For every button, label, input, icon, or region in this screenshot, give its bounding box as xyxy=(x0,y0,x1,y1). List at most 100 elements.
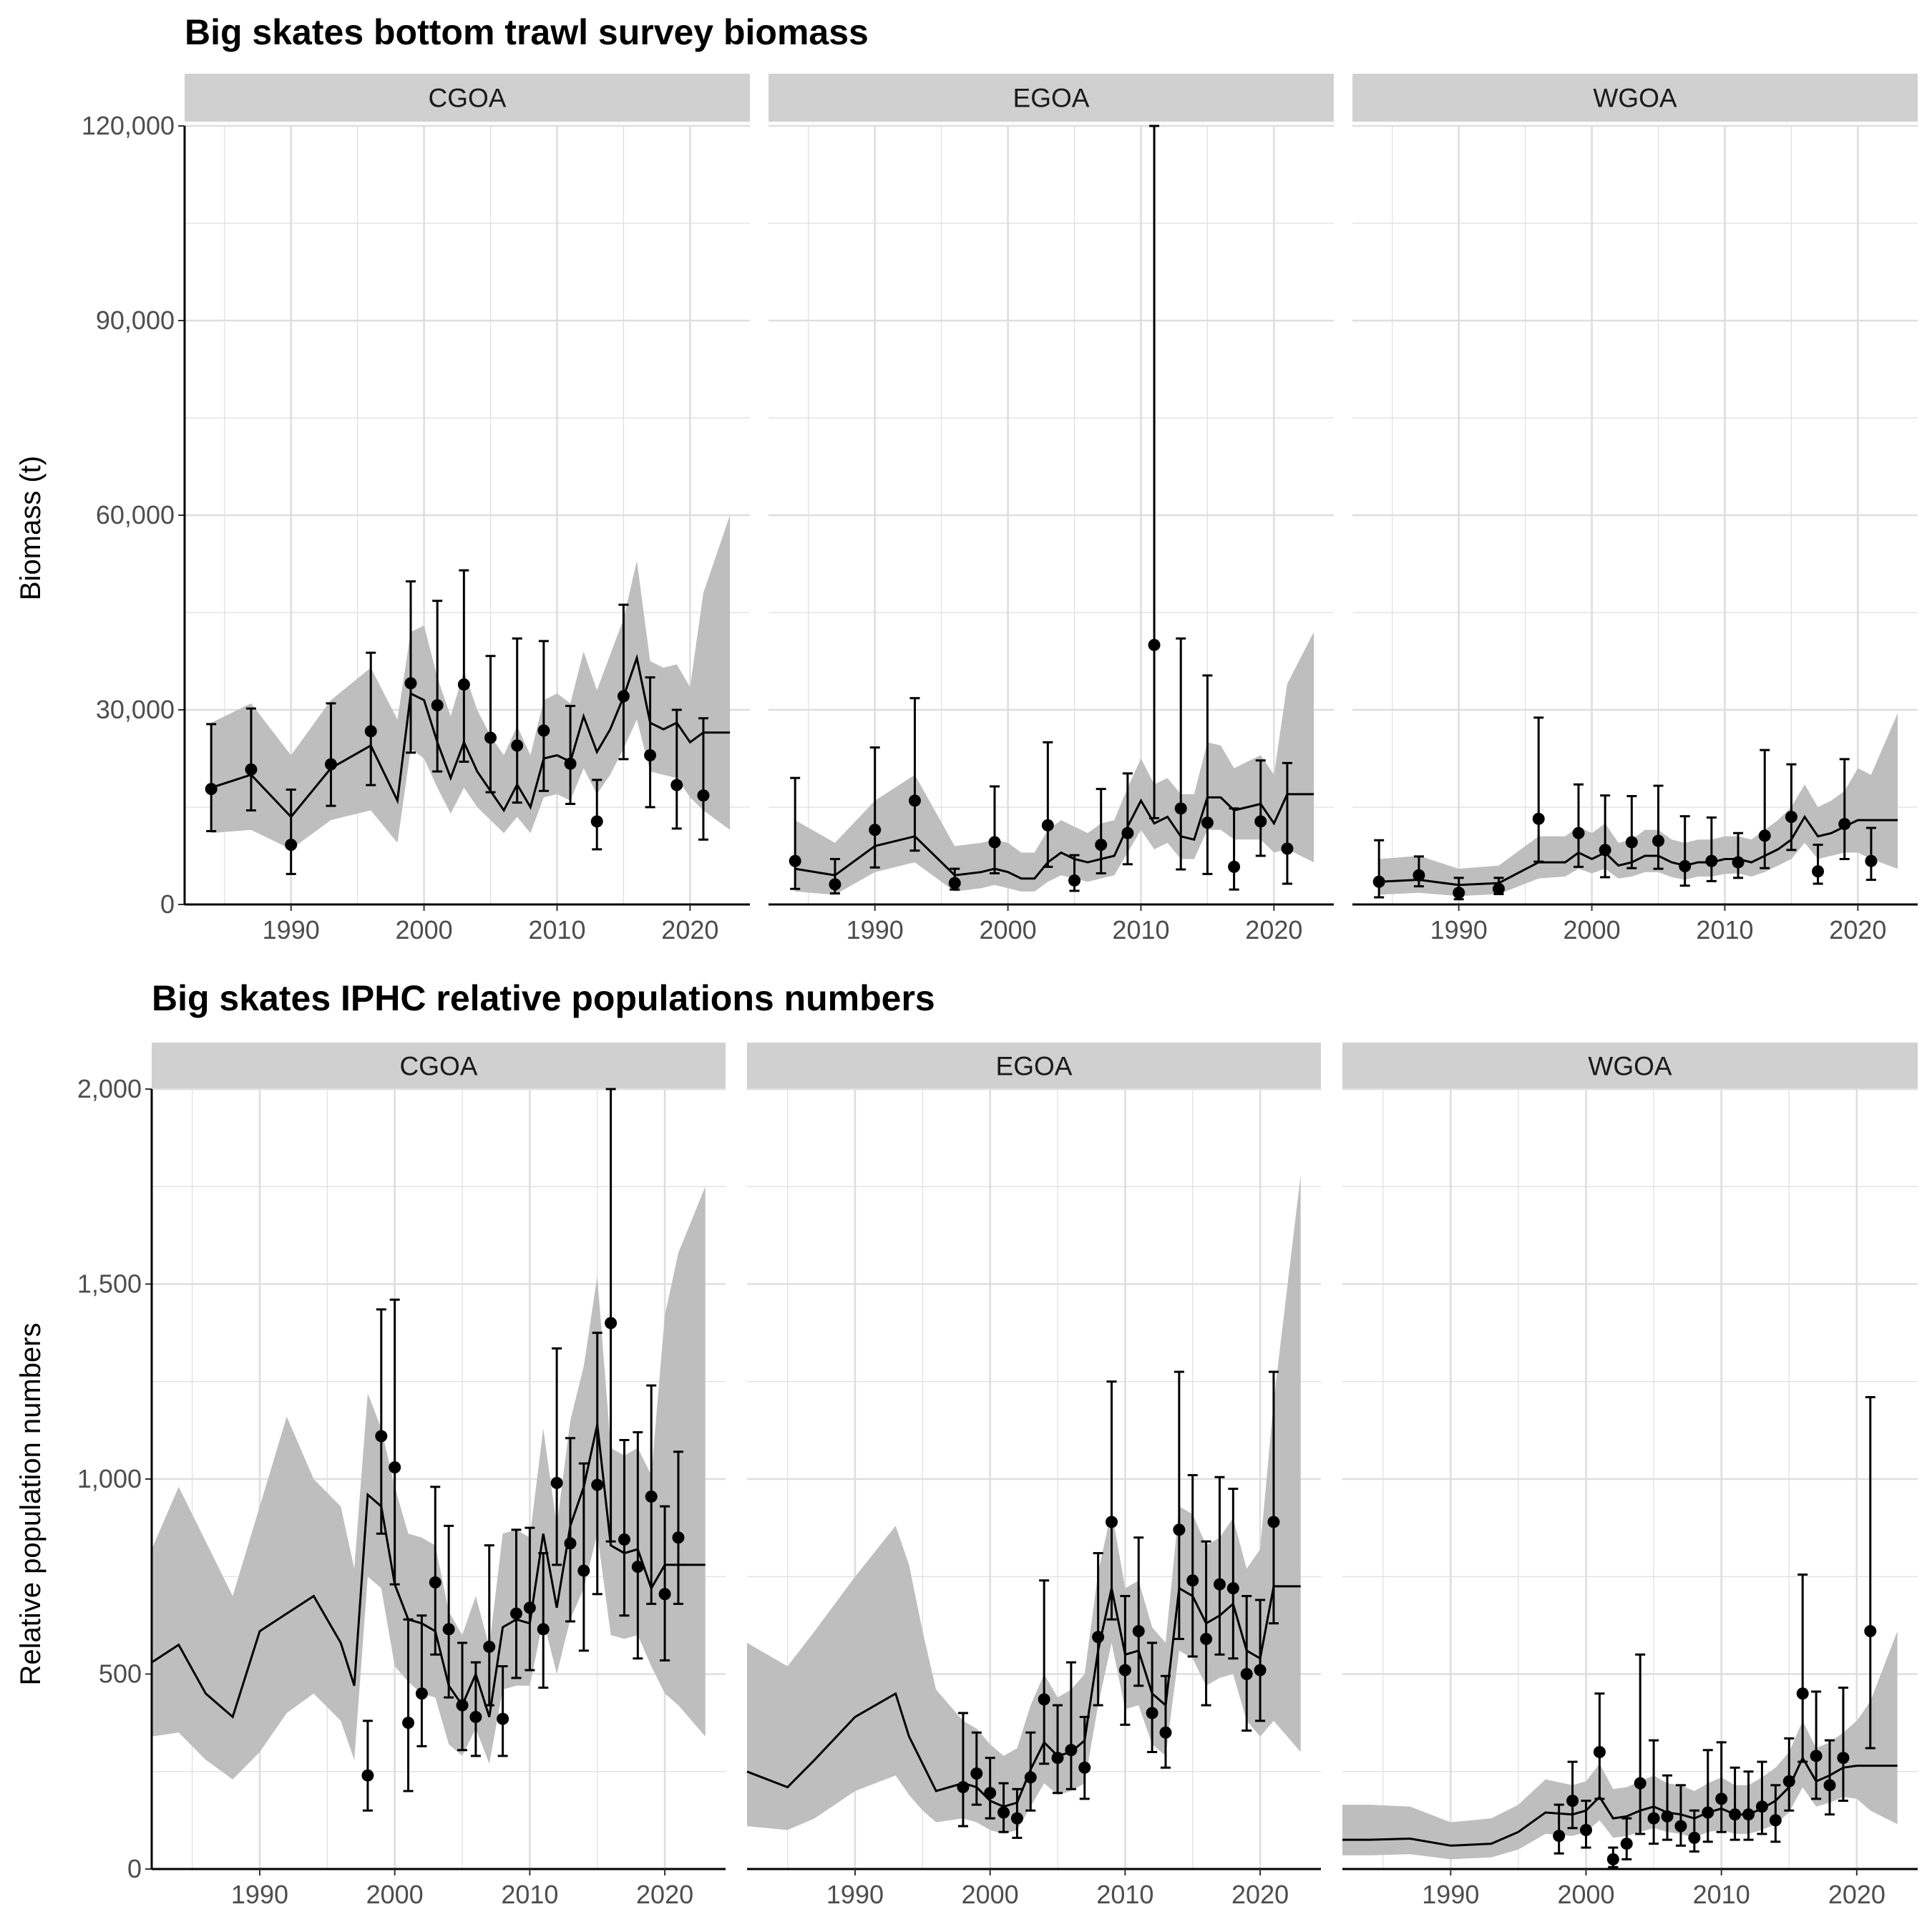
observation-point xyxy=(1599,844,1611,857)
x-tick-label: 2010 xyxy=(1096,1880,1153,1909)
model-fit-line xyxy=(794,793,1314,880)
observation-point xyxy=(957,1781,970,1794)
observation-point xyxy=(1118,1664,1131,1677)
observation-point xyxy=(1553,1830,1566,1843)
model-fit-line xyxy=(151,1424,706,1719)
panel-cgoa: CGOA 1990 2000 2010 2020 xyxy=(150,1043,726,1909)
chart-title-biomass: Big skates bottom trawl survey biomass xyxy=(185,12,869,52)
observation-point xyxy=(1240,1668,1253,1680)
observation-point xyxy=(670,779,683,791)
y-tick-label: 60,000 xyxy=(96,500,175,530)
observation-point xyxy=(364,725,377,738)
observation-point xyxy=(1715,1792,1728,1805)
observation-point xyxy=(1838,818,1851,831)
x-tick-label: 2010 xyxy=(1693,1880,1750,1909)
observation-point xyxy=(497,1712,509,1725)
y-axis-title-iphc: Relative population numbers xyxy=(15,1323,47,1686)
observation-point xyxy=(697,789,710,802)
x-tick-label: 1990 xyxy=(1422,1880,1479,1909)
x-tick-label: 2000 xyxy=(1563,915,1621,945)
observation-point xyxy=(375,1430,388,1443)
x-tick-label: 1990 xyxy=(1430,915,1488,945)
observation-point xyxy=(523,1601,536,1614)
x-tick-label: 2020 xyxy=(636,1880,693,1909)
y-tick-label: 2,000 xyxy=(77,1074,142,1103)
observation-point xyxy=(1106,1516,1118,1528)
observation-point xyxy=(1837,1752,1850,1765)
x-tick-label: 2000 xyxy=(1557,1880,1614,1909)
y-tick-label: 120,000 xyxy=(82,111,175,140)
observation-point xyxy=(1823,1779,1836,1792)
observation-point xyxy=(1732,856,1745,869)
facet-strip-label: EGOA xyxy=(1013,84,1090,113)
x-tick-label: 2010 xyxy=(1112,915,1169,945)
panel-cgoa: CGOA 1990 2000 2010 2020 xyxy=(183,74,750,945)
observation-point xyxy=(869,824,882,836)
y-tick-label: 0 xyxy=(127,1854,142,1883)
facet-strip xyxy=(152,1043,726,1089)
observation-point xyxy=(984,1787,997,1800)
observation-point xyxy=(1226,1582,1239,1595)
y-tick-label: 500 xyxy=(99,1659,142,1689)
observation-point xyxy=(617,690,630,703)
observation-point xyxy=(590,815,603,828)
observation-point xyxy=(1705,854,1718,867)
observation-point xyxy=(948,877,961,889)
y-tick-label: 90,000 xyxy=(96,306,175,335)
observation-point xyxy=(483,1640,496,1653)
observation-point xyxy=(1173,1523,1186,1536)
observation-point xyxy=(1453,887,1465,899)
observation-point xyxy=(1769,1814,1782,1827)
observation-point xyxy=(1812,865,1825,878)
y-tick-label: 0 xyxy=(160,889,175,919)
observation-point xyxy=(1068,874,1081,887)
observation-point xyxy=(1065,1744,1078,1757)
panel-wgoa: WGOA 1990 2000 2010 2020 xyxy=(1352,74,1918,945)
observation-point xyxy=(1688,1831,1701,1844)
chart-title-iphc: Big skates IPHC relative populations num… xyxy=(152,978,935,1018)
observation-point xyxy=(1092,1631,1105,1644)
observation-point xyxy=(564,1537,577,1550)
observation-point xyxy=(564,757,577,770)
observation-point xyxy=(484,731,497,744)
x-tick-label: 2020 xyxy=(661,915,718,945)
observation-point xyxy=(829,878,841,891)
x-tick-label: 2000 xyxy=(366,1880,424,1909)
observation-point xyxy=(577,1564,590,1577)
observation-point xyxy=(1647,1812,1660,1825)
observation-point xyxy=(415,1687,428,1700)
observation-point xyxy=(1041,819,1054,831)
x-tick-label: 2020 xyxy=(1829,915,1886,945)
observation-point xyxy=(1755,1800,1768,1813)
observation-point xyxy=(644,748,657,761)
observation-point xyxy=(1606,1853,1619,1865)
observation-point xyxy=(1121,826,1134,839)
observation-point xyxy=(1051,1752,1064,1765)
observation-point xyxy=(1620,1838,1633,1850)
y-tick-label: 1,500 xyxy=(77,1269,142,1299)
observation-point xyxy=(1186,1574,1199,1587)
x-tick-label: 1990 xyxy=(826,1880,884,1909)
x-tick-label: 2010 xyxy=(501,1880,558,1909)
observation-point xyxy=(1413,869,1425,882)
observation-point xyxy=(402,1717,415,1729)
observation-point xyxy=(511,739,524,752)
observation-point xyxy=(1566,1795,1579,1807)
observation-point xyxy=(988,836,1001,849)
observation-point xyxy=(456,1699,469,1712)
observation-point xyxy=(1213,1578,1226,1591)
observation-point xyxy=(1810,1750,1823,1762)
observation-point xyxy=(1661,1810,1674,1823)
observation-point xyxy=(537,724,550,737)
observation-point xyxy=(1674,1820,1687,1833)
observation-point xyxy=(550,1476,563,1489)
observation-point xyxy=(429,1576,441,1589)
facet-strip xyxy=(747,1043,1321,1089)
facet-strip-label: WGOA xyxy=(1593,84,1677,113)
observation-point xyxy=(1742,1808,1755,1821)
observation-point xyxy=(1593,1746,1606,1758)
observation-point xyxy=(1201,816,1214,829)
observation-point xyxy=(1010,1812,1023,1825)
observation-point xyxy=(1254,815,1267,828)
